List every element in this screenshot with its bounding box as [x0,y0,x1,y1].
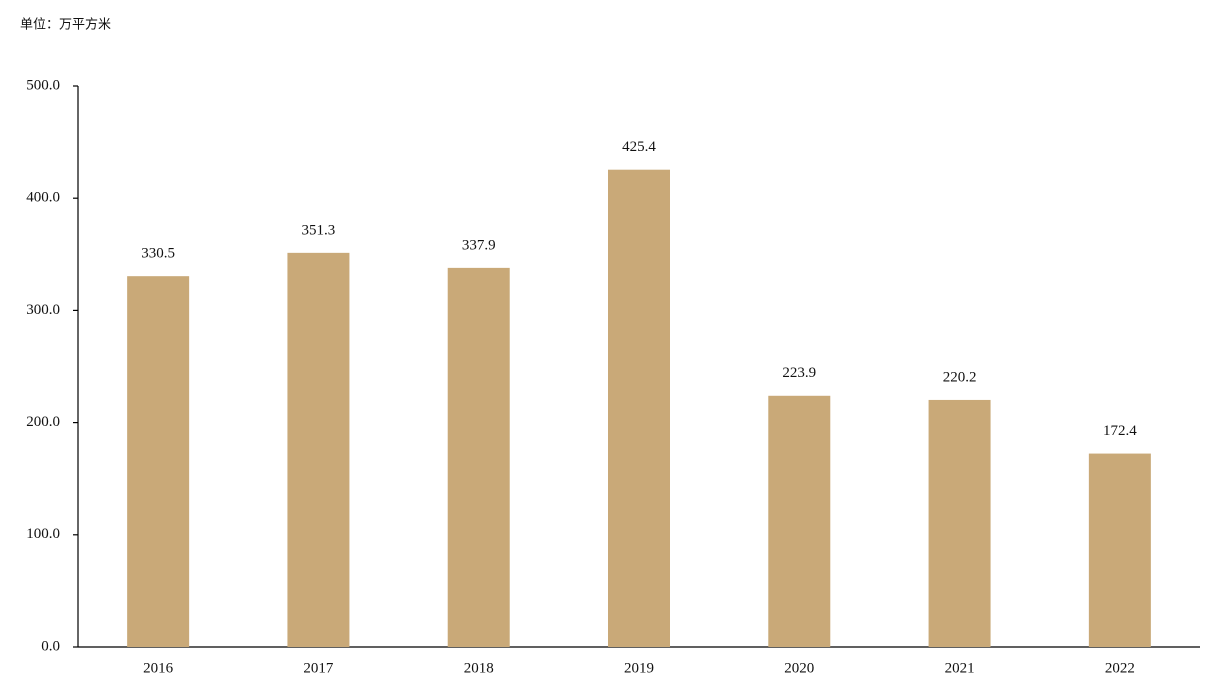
x-tick-label: 2019 [624,660,654,676]
data-label: 220.2 [943,369,977,385]
data-label: 223.9 [782,365,816,381]
bar [447,267,510,647]
y-tick-label: 200.0 [26,414,60,430]
y-tick-label: 400.0 [26,190,60,206]
bar [768,395,831,647]
data-label: 172.4 [1103,423,1137,439]
x-tick-label: 2020 [784,660,814,676]
bar [608,169,670,647]
bar [127,276,190,647]
y-tick-label: 500.0 [26,77,60,93]
x-tick-label: 2017 [303,660,334,676]
data-label: 351.3 [302,222,336,238]
data-label: 337.9 [462,237,496,253]
x-tick-label: 2021 [945,660,975,676]
bar [1088,453,1151,647]
y-tick-label: 0.0 [41,638,60,654]
bar [928,399,991,647]
y-tick-label: 300.0 [26,302,60,318]
x-tick-label: 2018 [464,660,494,676]
y-tick-label: 100.0 [26,526,60,542]
chart-title: 单位：万平方米 [20,17,111,33]
data-label: 425.4 [622,139,656,155]
bar [287,252,350,647]
x-tick-label: 2022 [1105,660,1135,676]
x-tick-label: 2016 [143,660,174,676]
data-label: 330.5 [141,246,175,262]
